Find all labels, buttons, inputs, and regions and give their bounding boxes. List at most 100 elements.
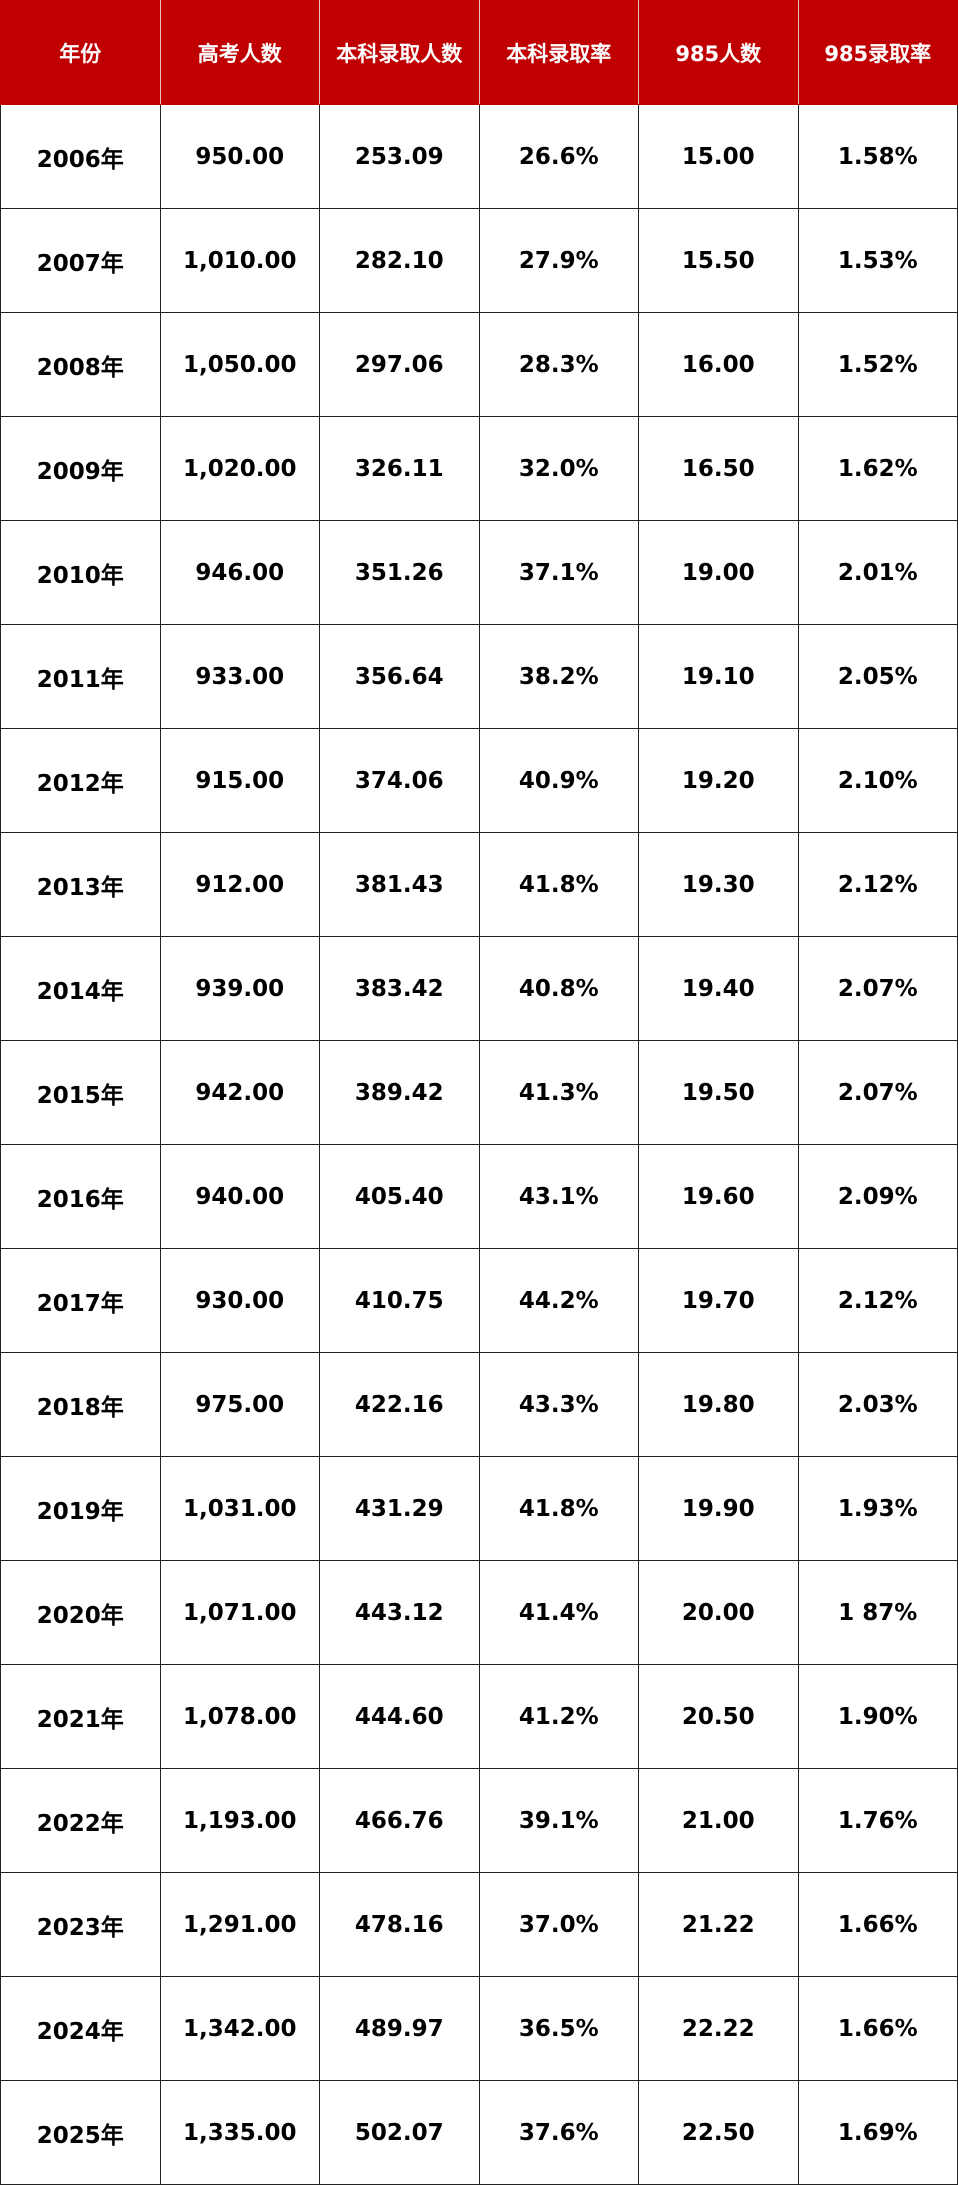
table-cell: 356.64 <box>319 624 480 729</box>
header-cell: 本科录取人数 <box>319 0 480 105</box>
table-cell: 1 87% <box>797 1560 958 1665</box>
header-cell: 高考人数 <box>159 0 320 105</box>
table-cell: 410.75 <box>319 1248 480 1353</box>
table-row: 2023年 1,291.00 478.16 37.0% 21.22 1.66% <box>0 1872 958 1977</box>
table-row: 2021年 1,078.00 444.60 41.2% 20.50 1.90% <box>0 1664 958 1769</box>
table-cell: 282.10 <box>319 208 480 313</box>
table-cell: 253.09 <box>319 104 480 209</box>
table-cell: 2.01% <box>797 520 958 625</box>
table-cell: 915.00 <box>159 728 320 833</box>
table-cell: 19.30 <box>638 832 799 937</box>
table-cell: 1.66% <box>797 1976 958 2081</box>
table-row: 2010年 946.00 351.26 37.1% 19.00 2.01% <box>0 520 958 625</box>
table-cell: 40.9% <box>478 728 639 833</box>
table-cell: 1,291.00 <box>159 1872 320 1977</box>
table-cell: 41.8% <box>478 832 639 937</box>
table-cell: 1,193.00 <box>159 1768 320 1873</box>
table-cell: 2.03% <box>797 1352 958 1457</box>
table-cell: 43.1% <box>478 1144 639 1249</box>
table-cell: 2014年 <box>0 936 161 1041</box>
table-cell: 2024年 <box>0 1976 161 2081</box>
table-row: 2017年 930.00 410.75 44.2% 19.70 2.12% <box>0 1248 958 1353</box>
table-cell: 1,031.00 <box>159 1456 320 1561</box>
table-cell: 21.00 <box>638 1768 799 1873</box>
table-cell: 1.62% <box>797 416 958 521</box>
table-cell: 19.10 <box>638 624 799 729</box>
table-cell: 975.00 <box>159 1352 320 1457</box>
table-cell: 1.58% <box>797 104 958 209</box>
table-row: 2025年 1,335.00 502.07 37.6% 22.50 1.69% <box>0 2080 958 2185</box>
table-cell: 37.0% <box>478 1872 639 1977</box>
table-cell: 2019年 <box>0 1456 161 1561</box>
table-cell: 2.07% <box>797 1040 958 1145</box>
table-cell: 1.76% <box>797 1768 958 1873</box>
table-cell: 297.06 <box>319 312 480 417</box>
table-cell: 2023年 <box>0 1872 161 1977</box>
table-row: 2015年 942.00 389.42 41.3% 19.50 2.07% <box>0 1040 958 1145</box>
table-cell: 2009年 <box>0 416 161 521</box>
table-cell: 15.50 <box>638 208 799 313</box>
table-cell: 1,071.00 <box>159 1560 320 1665</box>
header-cell: 985录取率 <box>797 0 958 105</box>
table-cell: 1,010.00 <box>159 208 320 313</box>
table-cell: 41.8% <box>478 1456 639 1561</box>
table-row: 2016年 940.00 405.40 43.1% 19.60 2.09% <box>0 1144 958 1249</box>
table-cell: 36.5% <box>478 1976 639 2081</box>
table-cell: 1.66% <box>797 1872 958 1977</box>
table-cell: 19.50 <box>638 1040 799 1145</box>
table-cell: 16.50 <box>638 416 799 521</box>
table-cell: 489.97 <box>319 1976 480 2081</box>
table-cell: 444.60 <box>319 1664 480 1769</box>
table-cell: 28.3% <box>478 312 639 417</box>
table-cell: 2025年 <box>0 2080 161 2185</box>
header-cell: 年份 <box>0 0 161 105</box>
table-cell: 37.1% <box>478 520 639 625</box>
table-cell: 1.69% <box>797 2080 958 2185</box>
table-cell: 2008年 <box>0 312 161 417</box>
table-cell: 431.29 <box>319 1456 480 1561</box>
table-cell: 19.40 <box>638 936 799 1041</box>
table-cell: 32.0% <box>478 416 639 521</box>
table-row: 2022年 1,193.00 466.76 39.1% 21.00 1.76% <box>0 1768 958 1873</box>
header-row: 年份 高考人数 本科录取人数 本科录取率 985人数 985录取率 <box>0 0 958 105</box>
table-cell: 15.00 <box>638 104 799 209</box>
table-cell: 933.00 <box>159 624 320 729</box>
table-cell: 19.90 <box>638 1456 799 1561</box>
table-row: 2019年 1,031.00 431.29 41.8% 19.90 1.93% <box>0 1456 958 1561</box>
table-row: 2007年 1,010.00 282.10 27.9% 15.50 1.53% <box>0 208 958 313</box>
table-cell: 37.6% <box>478 2080 639 2185</box>
table-cell: 940.00 <box>159 1144 320 1249</box>
table-cell: 2021年 <box>0 1664 161 1769</box>
table-cell: 16.00 <box>638 312 799 417</box>
table-cell: 946.00 <box>159 520 320 625</box>
table-cell: 939.00 <box>159 936 320 1041</box>
table-cell: 44.2% <box>478 1248 639 1353</box>
table-cell: 41.4% <box>478 1560 639 1665</box>
table-cell: 351.26 <box>319 520 480 625</box>
table-cell: 2006年 <box>0 104 161 209</box>
table-cell: 942.00 <box>159 1040 320 1145</box>
table-cell: 41.3% <box>478 1040 639 1145</box>
table-cell: 2007年 <box>0 208 161 313</box>
table-cell: 19.00 <box>638 520 799 625</box>
table-row: 2011年 933.00 356.64 38.2% 19.10 2.05% <box>0 624 958 729</box>
table-cell: 2.12% <box>797 832 958 937</box>
table-row: 2014年 939.00 383.42 40.8% 19.40 2.07% <box>0 936 958 1041</box>
table-cell: 38.2% <box>478 624 639 729</box>
table-cell: 2.12% <box>797 1248 958 1353</box>
table-cell: 389.42 <box>319 1040 480 1145</box>
table-cell: 39.1% <box>478 1768 639 1873</box>
table-cell: 466.76 <box>319 1768 480 1873</box>
table-row: 2018年 975.00 422.16 43.3% 19.80 2.03% <box>0 1352 958 1457</box>
table-body: 2006年 950.00 253.09 26.6% 15.00 1.58% 2007年 1,0… <box>0 104 958 2185</box>
table-cell: 1,078.00 <box>159 1664 320 1769</box>
table-cell: 20.50 <box>638 1664 799 1769</box>
table-cell: 2022年 <box>0 1768 161 1873</box>
table-cell: 2013年 <box>0 832 161 937</box>
table-cell: 930.00 <box>159 1248 320 1353</box>
table-cell: 383.42 <box>319 936 480 1041</box>
table-cell: 950.00 <box>159 104 320 209</box>
table-cell: 27.9% <box>478 208 639 313</box>
table-cell: 43.3% <box>478 1352 639 1457</box>
